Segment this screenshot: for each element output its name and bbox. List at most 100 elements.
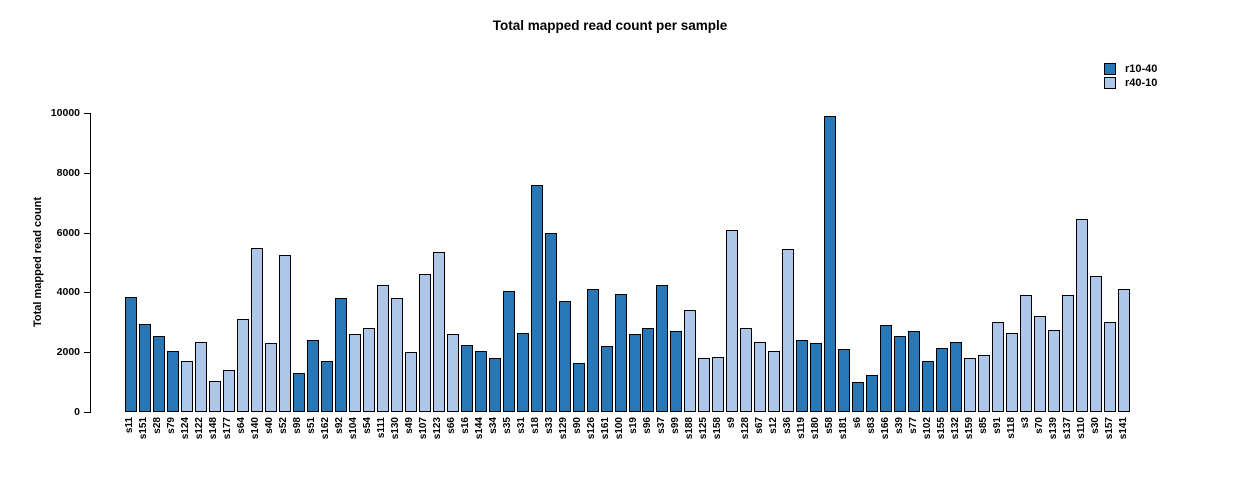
bar-s151	[138, 323, 151, 412]
bar-s33	[544, 232, 557, 412]
bar-s64	[236, 319, 249, 412]
x-label-s66: s66	[446, 417, 458, 434]
bar-s3	[1020, 295, 1033, 412]
bar-s139	[1048, 329, 1061, 412]
bar-s155	[936, 347, 949, 412]
x-label-s100: s100	[614, 417, 625, 440]
x-axis-labels: s11 s151 s28 s79 s124 s122 s148 s177 s64 s140 s40 s…	[123, 417, 1130, 487]
bar-s66	[446, 334, 459, 412]
bar-s125	[698, 358, 711, 412]
bar-s70	[1034, 316, 1047, 412]
x-label-s177: s177	[222, 417, 234, 440]
bar-s6	[852, 382, 865, 412]
x-label-s37: s37	[655, 417, 667, 434]
bar-s129	[558, 301, 571, 412]
x-label-s64: s64	[236, 417, 248, 434]
bar-s28	[152, 335, 165, 412]
x-label-s51: s51	[306, 417, 318, 434]
x-label-s31: s31	[516, 417, 528, 434]
chart-title: Total mapped read count per sample	[492, 18, 728, 33]
bar-s140	[250, 247, 263, 412]
x-label-s102: s102	[921, 417, 933, 440]
bar-s18	[530, 184, 543, 412]
legend-label: r10-40	[1125, 63, 1158, 75]
bar-s128	[740, 328, 753, 412]
bar-s161	[600, 346, 613, 412]
x-label-s148: s148	[208, 417, 220, 440]
x-label-s141: s141	[1117, 417, 1129, 440]
bar-s19	[628, 334, 641, 412]
x-label-s107: s107	[418, 417, 430, 440]
x-label-s12: s12	[767, 417, 779, 434]
x-label-s92: s92	[334, 417, 346, 434]
x-label-s161: s161	[600, 417, 612, 440]
x-label-s181: s181	[837, 417, 849, 440]
bar-s31	[516, 332, 529, 412]
x-label-s33: s33	[544, 417, 556, 434]
bar-s40	[264, 343, 277, 412]
x-label-s110: s110	[1075, 417, 1087, 439]
y-tick-label: 8000	[56, 166, 80, 179]
bar-s119	[796, 340, 809, 412]
x-label-s140: s140	[250, 417, 262, 440]
bar-s148	[208, 380, 221, 412]
bar-s124	[180, 361, 193, 412]
x-label-s118: s118	[1005, 417, 1017, 439]
x-label-s40: s40	[264, 417, 276, 434]
bar-s110	[1076, 219, 1089, 412]
x-label-s16: s16	[460, 417, 472, 434]
bar-s39	[894, 335, 907, 412]
x-label-s9: s9	[725, 417, 737, 429]
bar-s11	[125, 296, 137, 412]
x-label-s119: s119	[795, 417, 807, 439]
x-label-s124: s124	[180, 417, 192, 440]
x-label-s83: s83	[865, 417, 877, 434]
x-label-s90: s90	[572, 417, 584, 434]
bar-s91	[992, 322, 1005, 412]
y-tick-mark	[84, 352, 91, 354]
x-label-s157: s157	[1103, 417, 1115, 440]
bar-s181	[838, 349, 851, 412]
bar-s100	[614, 293, 627, 412]
y-tick-mark	[84, 232, 91, 234]
x-label-s39: s39	[893, 417, 905, 434]
bar-s104	[348, 334, 361, 412]
x-label-s49: s49	[404, 417, 416, 434]
x-label-s35: s35	[502, 417, 514, 434]
x-label-s180: s180	[809, 417, 821, 440]
x-label-s104: s104	[348, 417, 360, 440]
bar-s111	[376, 284, 389, 412]
bar-s162	[320, 361, 333, 412]
bar-s12	[768, 350, 781, 412]
x-label-s125: s125	[697, 417, 709, 440]
bar-s34	[488, 358, 501, 412]
bar-s188	[684, 310, 697, 412]
legend-swatch-light	[1104, 77, 1116, 89]
x-label-s18: s18	[530, 417, 542, 434]
bar-s166	[880, 325, 893, 412]
bar-s99	[670, 331, 683, 412]
x-label-s111: s111	[376, 417, 388, 439]
x-label-s54: s54	[362, 417, 374, 434]
x-label-s128: s128	[739, 417, 751, 440]
bar-s177	[222, 370, 235, 412]
x-label-s98: s98	[292, 417, 304, 434]
bar-s58	[824, 116, 837, 412]
x-label-s58: s58	[823, 417, 835, 434]
plot-area: 0 2000 4000 6000 8000 10000	[51, 107, 1131, 418]
x-label-s11: s11	[124, 417, 136, 434]
x-label-s158: s158	[711, 417, 723, 440]
x-label-s162: s162	[320, 417, 332, 440]
y-tick-label: 6000	[56, 226, 80, 239]
bar-s90	[572, 362, 585, 412]
legend-swatch-dark	[1104, 63, 1116, 75]
x-label-s144: s144	[474, 417, 486, 440]
bar-s180	[810, 343, 823, 412]
x-label-s159: s159	[963, 417, 975, 440]
x-label-s188: s188	[683, 417, 695, 440]
bar-s49	[404, 352, 417, 412]
bar-s77	[908, 331, 921, 412]
bar-s137	[1062, 295, 1075, 412]
bar-s9	[726, 229, 739, 412]
